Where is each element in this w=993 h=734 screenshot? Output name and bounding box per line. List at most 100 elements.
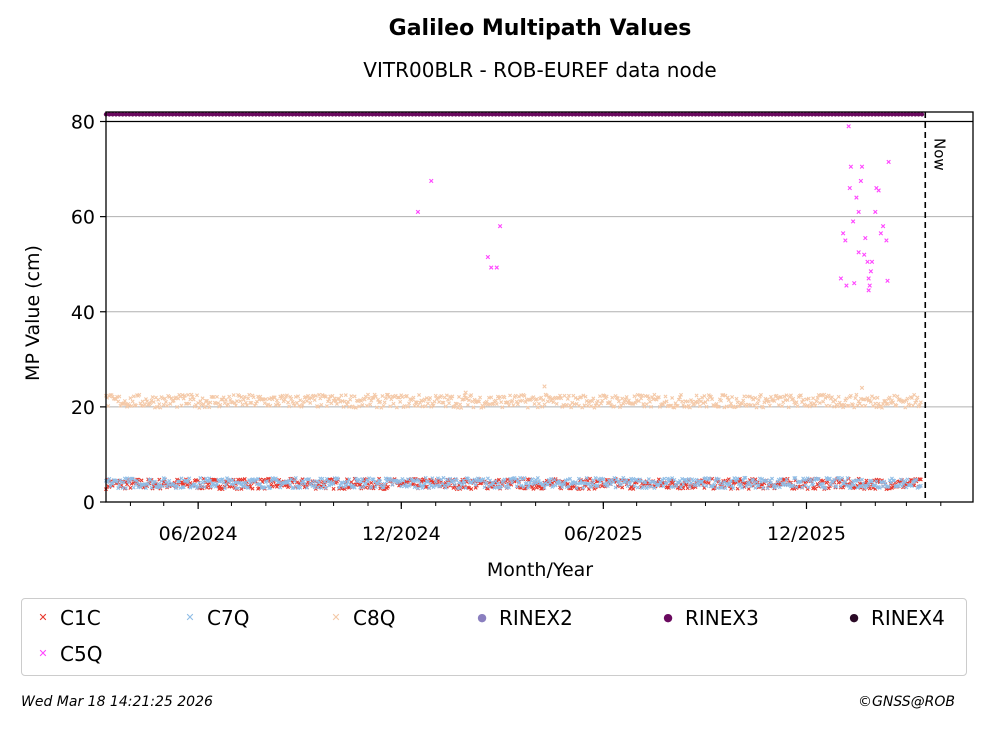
c8q-point	[130, 399, 135, 404]
c5q-point	[867, 283, 872, 288]
rinex3-point	[656, 112, 662, 117]
c7q-point	[522, 476, 527, 480]
rinex3-point	[380, 112, 385, 117]
rinex3-point	[823, 112, 828, 117]
c8q-point	[835, 404, 840, 409]
c8q-point	[226, 402, 231, 407]
c8q-point	[644, 402, 649, 407]
c8q-point	[549, 398, 554, 403]
c7q-point	[274, 478, 279, 483]
grid-lines	[106, 121, 973, 408]
rinex3-point	[177, 112, 182, 117]
c5q-point	[497, 223, 503, 229]
rinex3-point	[726, 112, 731, 117]
c8q-point	[151, 400, 156, 404]
c7q-point	[526, 483, 531, 488]
dot-marker-icon: ●	[663, 611, 673, 624]
c7q-point	[115, 479, 120, 484]
c7q-point	[160, 484, 165, 489]
c8q-point	[853, 396, 858, 401]
c8q-point	[581, 393, 586, 398]
c8q-point	[704, 404, 709, 409]
c7q-point	[746, 480, 751, 485]
c8q-point	[291, 401, 296, 406]
c7q-point	[613, 485, 618, 490]
c8q-point	[334, 401, 339, 406]
c5q-point	[868, 269, 874, 274]
c7q-point	[327, 483, 332, 488]
c8q-point	[389, 397, 394, 402]
c8q-point	[301, 399, 306, 404]
c7q-point	[831, 480, 836, 484]
c5q-point	[856, 209, 861, 215]
c7q-point	[288, 482, 293, 487]
c7q-point	[145, 482, 150, 487]
rinex3-point	[763, 112, 768, 117]
c7q-point	[188, 485, 193, 490]
c7q-point	[707, 477, 712, 482]
c7q-point	[734, 478, 739, 483]
rinex3-point	[403, 112, 408, 117]
c8q-point	[318, 396, 323, 401]
c8q-point	[570, 400, 575, 405]
rinex3-point	[506, 112, 512, 117]
c8q-point	[365, 392, 370, 397]
c8q-point	[457, 394, 462, 399]
c8q-point	[554, 401, 559, 406]
c7q-point	[344, 482, 349, 487]
c1c-point	[534, 485, 539, 490]
rinex3-point	[260, 112, 265, 117]
c7q-point	[832, 477, 837, 482]
c7q-point	[857, 484, 862, 489]
rinex3-point	[736, 112, 741, 117]
rinex3-point	[606, 112, 612, 117]
rinex3-point	[253, 112, 259, 117]
c8q-point	[458, 402, 463, 407]
c7q-point	[909, 484, 914, 489]
c8q-point	[848, 393, 853, 398]
c8q-point	[814, 399, 819, 404]
c1c-point	[760, 482, 765, 487]
rinex3-point	[147, 112, 152, 117]
rinex3-point	[293, 112, 299, 117]
rinex3-point	[123, 112, 129, 117]
c7q-point	[730, 483, 735, 488]
c8q-point	[724, 404, 729, 409]
c8q-point	[449, 396, 454, 401]
c8q-point	[440, 400, 445, 405]
c8q-point	[725, 395, 730, 400]
c5q-point	[866, 288, 871, 293]
c7q-point	[250, 477, 255, 482]
c5q-point	[843, 238, 848, 243]
c8q-point	[455, 405, 460, 410]
c8q-point	[411, 395, 416, 400]
c8q-point	[674, 403, 679, 408]
c8q-point	[663, 394, 668, 399]
c8q-point	[755, 401, 760, 406]
c7q-point	[738, 482, 743, 487]
c8q-point	[516, 394, 521, 399]
c7q-point	[627, 482, 632, 487]
c8q-point	[747, 394, 752, 399]
rinex3-point	[443, 112, 448, 117]
c8q-point	[844, 396, 849, 401]
c7q-point	[302, 481, 307, 486]
c8q-point	[830, 395, 835, 400]
c8q-point	[785, 398, 790, 403]
rinex3-point	[513, 112, 518, 117]
c8q-point	[583, 394, 588, 399]
rinex3-point	[743, 112, 748, 117]
c8q-point	[349, 394, 354, 399]
rinex3-point	[316, 112, 322, 117]
c7q-point	[667, 477, 672, 482]
c7q-point	[390, 482, 395, 487]
c8q-point	[917, 403, 922, 408]
rinex3-point	[793, 112, 798, 117]
c7q-point	[758, 480, 763, 485]
c7q-point	[582, 481, 587, 486]
rinex3-point	[250, 112, 255, 117]
c7q-point	[852, 482, 857, 487]
y-tick-label: 80	[71, 112, 95, 134]
y-tick-label: 60	[71, 207, 95, 229]
c1c-point	[656, 477, 661, 482]
